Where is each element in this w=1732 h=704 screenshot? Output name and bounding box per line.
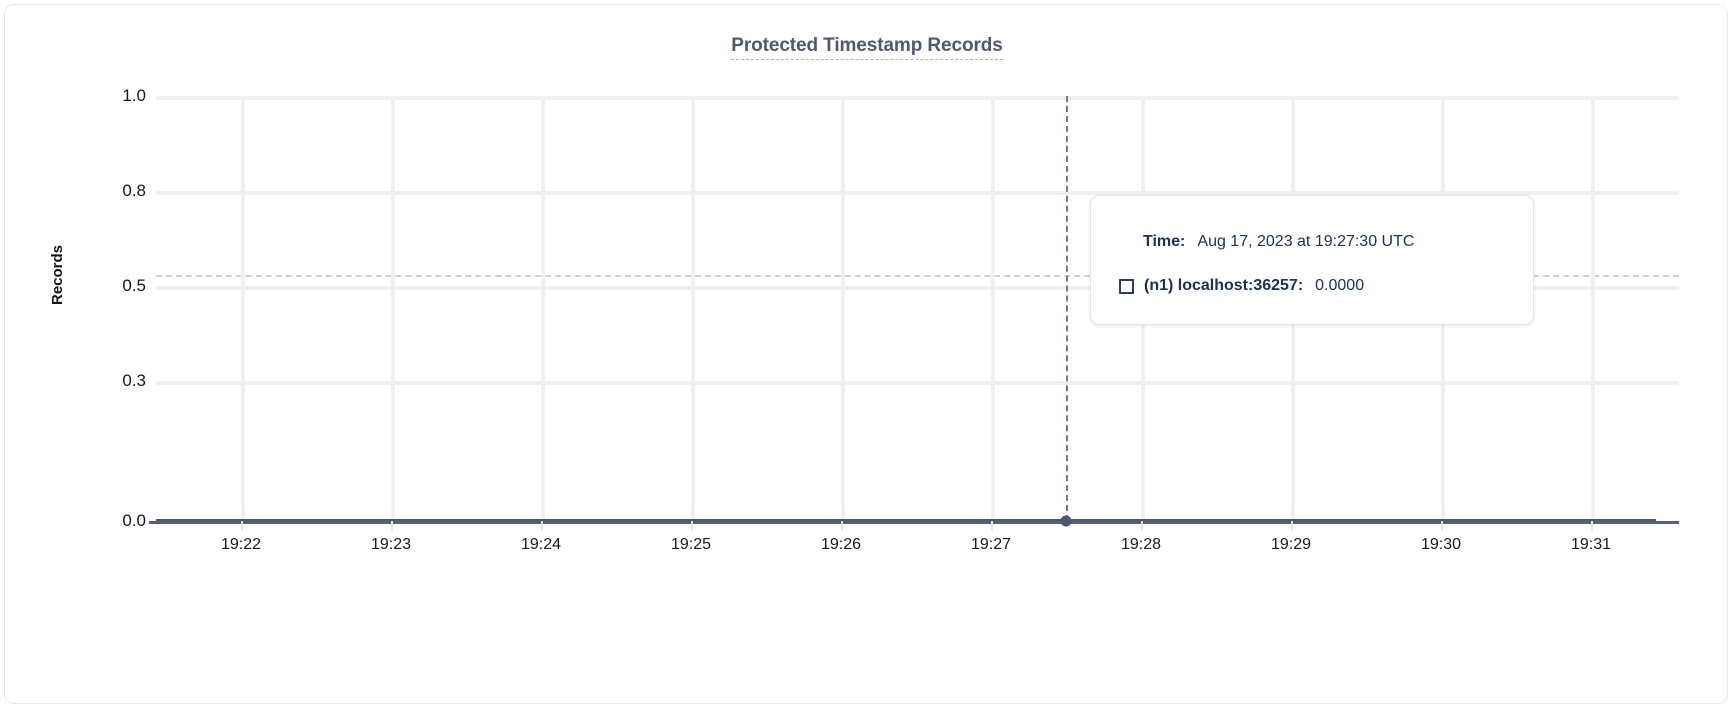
tooltip-series-value: 0.0000	[1315, 277, 1365, 294]
x-tick-mark-6	[991, 521, 993, 530]
x-tick-9: 19:30	[1420, 536, 1462, 553]
x-tick-mark-5	[841, 521, 843, 530]
x-axis-line	[149, 521, 1679, 524]
x-tick-mark-7	[1141, 521, 1143, 530]
gridline-v-5	[841, 96, 845, 521]
x-tick-5: 19:26	[820, 536, 862, 553]
chart-title-text: Protected Timestamp Records	[731, 35, 1003, 60]
gridline-v-6	[991, 96, 995, 521]
gridline-v-3	[541, 96, 545, 521]
chart-card: Protected Timestamp Records Records 1.0 …	[4, 4, 1728, 704]
tooltip-time-key: Time:	[1143, 233, 1186, 250]
tooltip-series-key: (n1) localhost:36257:	[1144, 277, 1304, 294]
x-tick-3: 19:24	[520, 536, 562, 553]
x-tick-4: 19:25	[670, 536, 712, 553]
gridline-h-3	[156, 286, 1679, 290]
series-line-n1	[156, 519, 1656, 522]
x-tick-10: 19:31	[1570, 536, 1612, 553]
gridline-h-2	[156, 191, 1679, 195]
gridline-v-4	[691, 96, 695, 521]
tooltip-time-value: Aug 17, 2023 at 19:27:30 UTC	[1197, 233, 1415, 250]
x-tick-mark-9	[1441, 521, 1443, 530]
x-tick-6: 19:27	[970, 536, 1012, 553]
tooltip-time-row: Time: Aug 17, 2023 at 19:27:30 UTC	[1119, 220, 1505, 264]
x-tick-mark-3	[541, 521, 543, 530]
gridline-h-4	[156, 381, 1679, 385]
x-tick-8: 19:29	[1270, 536, 1312, 553]
x-tick-2: 19:23	[370, 536, 412, 553]
x-tick-mark-8	[1291, 521, 1293, 530]
x-tick-mark-2	[391, 521, 393, 530]
hover-crosshair	[1066, 96, 1068, 521]
x-tick-1: 19:22	[220, 536, 262, 553]
chart-title: Protected Timestamp Records	[5, 35, 1729, 60]
y-tick-5: 0.0	[122, 511, 146, 530]
y-tick-1: 1.0	[122, 86, 146, 105]
y-tick-2: 0.8	[122, 181, 146, 200]
series-swatch-icon	[1119, 278, 1134, 294]
x-tick-mark-10	[1591, 521, 1593, 530]
x-tick-mark-1	[241, 521, 243, 530]
gridline-h-1	[156, 96, 1679, 100]
y-tick-3: 0.5	[122, 276, 146, 295]
tooltip-series-row: (n1) localhost:36257: 0.0000	[1119, 264, 1505, 308]
gridline-v-2	[391, 96, 395, 521]
y-tick-4: 0.3	[122, 371, 146, 390]
hover-tooltip: Time: Aug 17, 2023 at 19:27:30 UTC (n1) …	[1090, 195, 1534, 325]
x-tick-mark-4	[691, 521, 693, 530]
gridline-h-dashed	[156, 275, 1679, 277]
x-tick-7: 19:28	[1120, 536, 1162, 553]
gridline-v-1	[241, 96, 245, 521]
gridline-v-10	[1591, 96, 1595, 521]
hover-data-point[interactable]	[1060, 515, 1072, 527]
